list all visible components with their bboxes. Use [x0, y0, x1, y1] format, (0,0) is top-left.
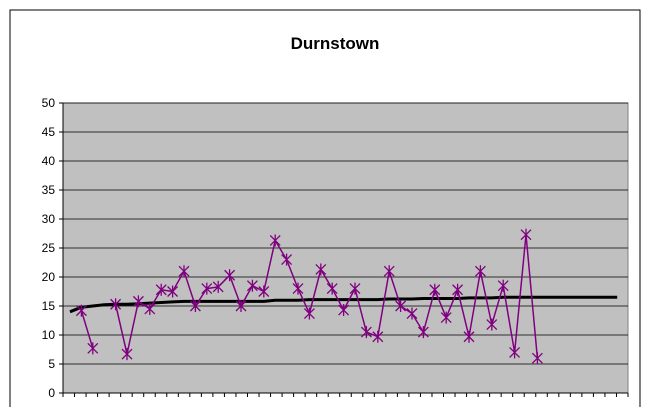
- data-point-marker: [235, 300, 247, 312]
- observed-line: [114, 233, 539, 359]
- data-point-marker: [178, 265, 190, 278]
- ytick-label: 50: [42, 96, 56, 110]
- data-point-marker: [509, 346, 521, 359]
- data-point-marker: [440, 311, 452, 324]
- data-point-marker: [121, 348, 133, 361]
- data-point-marker: [338, 304, 350, 317]
- data-point-marker: [303, 307, 315, 320]
- data-point-marker: [452, 283, 464, 296]
- data-point-marker: [406, 307, 418, 320]
- ytick-label: 20: [42, 270, 56, 284]
- data-point-marker: [201, 282, 213, 295]
- axis-layer: 0 5 10 15 20 25 30 35 40 45 50: [42, 96, 629, 400]
- data-point-marker: [246, 279, 258, 292]
- data-point-marker: [360, 326, 372, 339]
- data-point-marker: [167, 285, 179, 298]
- ytick-label: 10: [42, 328, 56, 342]
- data-point-marker: [258, 285, 270, 298]
- data-point-marker: [520, 228, 532, 241]
- data-point-marker: [144, 302, 156, 315]
- data-point-marker: [372, 330, 384, 343]
- ytick-label: 0: [48, 386, 55, 400]
- data-point-marker: [315, 263, 327, 276]
- ytick-label: 5: [48, 357, 55, 371]
- data-point-marker: [281, 253, 293, 266]
- ytick-label: 40: [42, 154, 56, 168]
- data-point-marker: [110, 298, 122, 311]
- data-point-marker: [155, 283, 167, 296]
- data-point-marker: [224, 269, 236, 282]
- data-point-marker: [395, 300, 407, 312]
- ytick-label: 30: [42, 212, 56, 226]
- data-point-marker: [349, 282, 361, 295]
- data-point-marker: [463, 330, 475, 343]
- data-point-marker: [417, 326, 429, 339]
- data-point-marker: [189, 300, 201, 312]
- data-point-marker: [486, 318, 498, 331]
- ytick-label: 15: [42, 299, 56, 313]
- data-point-marker: [132, 295, 144, 308]
- ytick-label: 25: [42, 241, 56, 255]
- trend-layer: [69, 295, 618, 314]
- observed-line: [80, 310, 94, 349]
- data-point-marker: [212, 280, 224, 293]
- data-point-marker: [269, 234, 281, 247]
- data-point-marker: [383, 265, 395, 278]
- data-point-marker: [531, 352, 543, 365]
- ytick-label: 35: [42, 183, 56, 197]
- grid-layer: [63, 102, 628, 365]
- data-point-marker: [497, 279, 509, 292]
- trend-line: [69, 295, 618, 314]
- data-point-marker: [326, 282, 338, 295]
- ytick-label: 45: [42, 125, 56, 139]
- data-point-marker: [292, 282, 304, 295]
- data-point-marker: [75, 304, 87, 317]
- data-point-marker: [429, 283, 441, 296]
- data-point-marker: [87, 342, 99, 355]
- chart-title: Durnstown: [291, 34, 380, 53]
- series-layer: [75, 228, 543, 365]
- data-point-marker: [474, 265, 486, 278]
